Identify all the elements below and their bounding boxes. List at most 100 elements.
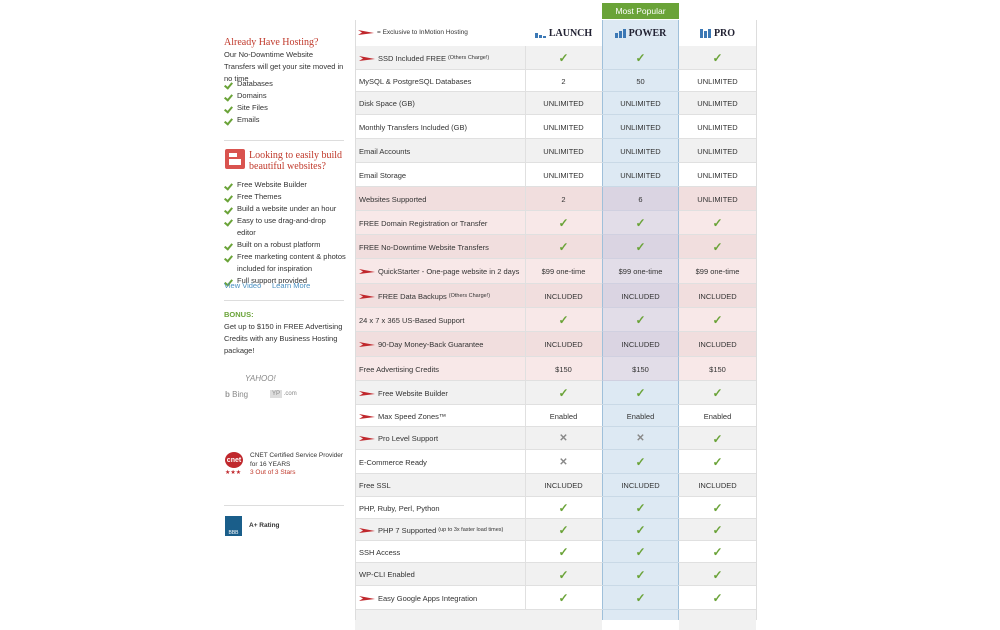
bing-text: Bing	[232, 390, 249, 399]
divider	[224, 300, 344, 301]
plan-cell: ✓	[635, 501, 646, 515]
plan-cell: INCLUDED	[544, 291, 583, 301]
row-line-popular	[602, 162, 679, 163]
feature-label: 90-Day Money-Back Guarantee	[359, 332, 523, 357]
feature-text: 90-Day Money-Back Guarantee	[378, 340, 484, 349]
row-bg	[355, 586, 602, 610]
plan-cell: ✓	[558, 313, 569, 327]
col-sep	[525, 284, 526, 308]
row-bg	[355, 381, 602, 405]
row-bg	[355, 259, 602, 284]
plan-cell: UNLIMITED	[620, 170, 661, 180]
row-bg-popular	[602, 187, 679, 211]
plan-cell: ✓	[635, 51, 646, 65]
row-line-popular	[602, 496, 679, 497]
plan-cell: ✓	[558, 501, 569, 515]
plan-cell: UNLIMITED	[543, 122, 584, 132]
feature-text: FREE No-Downtime Website Transfers	[359, 242, 489, 252]
feature-text: SSH Access	[359, 547, 401, 557]
feature-label: SSH Access	[359, 541, 523, 563]
plan-cell: ✓	[635, 591, 646, 605]
col-sep	[525, 259, 526, 284]
col-sep	[525, 519, 526, 541]
table-left-border	[355, 20, 356, 620]
row-bg	[355, 450, 602, 474]
plan-cell: ✓	[712, 545, 723, 559]
plan-cell: ✓	[558, 216, 569, 230]
cnet-stars: ★★★	[225, 470, 242, 476]
hosting-item: Site Files	[224, 102, 273, 114]
row-bg-popular	[602, 211, 679, 235]
feature-note: (Others Charge!)	[448, 293, 491, 299]
feature-text: Monthly Transfers Included (GB)	[359, 122, 467, 132]
col-sep	[525, 332, 526, 357]
plan-cell: ✓	[712, 240, 723, 254]
plan-icon	[534, 29, 546, 38]
plan-cell: UNLIMITED	[697, 146, 738, 156]
row-bg	[355, 139, 602, 163]
row-bg	[679, 405, 756, 427]
feature-text: Free Website Builder	[378, 388, 448, 398]
col-sep	[525, 139, 526, 163]
plan-cell: INCLUDED	[698, 291, 737, 301]
col-sep	[525, 308, 526, 332]
exclusive-marker	[359, 293, 378, 299]
plan-cell: UNLIMITED	[620, 99, 661, 108]
table-header-bg	[355, 20, 756, 47]
row-bg-popular	[602, 235, 679, 259]
exclusive-marker	[359, 390, 378, 396]
feature-text: PHP 7 Supported	[378, 525, 437, 535]
plan-cell: ✓	[712, 591, 723, 605]
feature-label: E-Commerce Ready	[359, 450, 523, 474]
row-bg	[355, 163, 602, 187]
plan-cell: ✓	[635, 455, 646, 469]
col-sep	[525, 427, 526, 450]
plan-cell: ✓	[712, 51, 723, 65]
row-bg	[679, 450, 756, 474]
link-video[interactable]: View Video	[224, 281, 262, 290]
feature-label: WP-CLI Enabled	[359, 563, 523, 586]
col-sep	[525, 474, 526, 497]
link-more[interactable]: Learn More	[272, 281, 311, 290]
plan-cell: UNLIMITED	[543, 99, 584, 108]
feature-text: Max Speed Zones™	[378, 411, 447, 421]
row-line-popular	[602, 585, 679, 586]
bbb-logo: BBB	[225, 516, 242, 536]
plan-name: POWER	[628, 27, 667, 39]
feature-label: Max Speed Zones™	[359, 405, 523, 427]
feature-label: Free Website Builder	[359, 381, 523, 405]
plan-cell: ✓	[558, 240, 569, 254]
legend-text: = Exclusive to InMotion Hosting	[377, 28, 468, 36]
plan-cell: UNLIMITED	[620, 146, 661, 156]
feature-label: Monthly Transfers Included (GB)	[359, 115, 523, 139]
plan-cell: UNLIMITED	[697, 194, 738, 204]
plan-cell: $150	[632, 364, 649, 374]
col-sep	[525, 46, 526, 70]
col-sep	[525, 163, 526, 187]
feature-note: (up to 3x faster load times)	[438, 527, 504, 533]
plan-cell: 2	[561, 76, 566, 86]
feature-label: FREE No-Downtime Website Transfers	[359, 235, 523, 259]
row-bg	[679, 308, 756, 332]
col-sep	[525, 357, 526, 381]
plan-cell: UNLIMITED	[697, 122, 738, 132]
feature-label: Pro Level Support	[359, 427, 523, 450]
feature-text: MySQL & PostgreSQL Databases	[359, 76, 472, 86]
col-sep	[525, 211, 526, 235]
feature-label: FREE Data Backups (Others Charge!)	[359, 284, 523, 308]
row-line-popular	[602, 449, 679, 450]
col-sep	[525, 115, 526, 139]
row-bg	[355, 92, 602, 115]
plan-cell: ✓	[558, 386, 569, 400]
plan-cell: UNLIMITED	[697, 170, 738, 180]
row-bg	[355, 332, 602, 357]
row-bg-popular	[602, 259, 679, 284]
feature-text: FREE Domain Registration or Transfer	[359, 218, 488, 228]
exclusive-marker	[358, 29, 377, 35]
feature-label: Websites Supported	[359, 187, 523, 211]
row-bg	[355, 308, 602, 332]
plan-cell: UNLIMITED	[697, 99, 738, 108]
col-sep	[525, 541, 526, 563]
